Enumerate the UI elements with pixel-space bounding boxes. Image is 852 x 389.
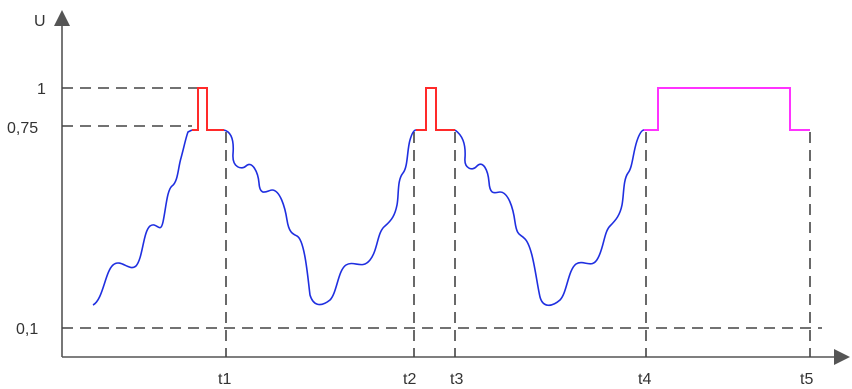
signal-segment-3 [454, 129, 645, 307]
level-01-label: 0,1 [16, 321, 38, 338]
level-075-label: 0,75 [7, 120, 38, 137]
t3-label: t3 [450, 371, 463, 388]
signal-segment-1 [92, 129, 193, 306]
pulse-short-1 [192, 87, 224, 131]
t4-label: t4 [638, 371, 651, 388]
t5-label: t5 [800, 371, 813, 388]
pulse-short-2 [416, 87, 455, 131]
y-axis-label: U [34, 13, 46, 30]
pulse-long [644, 87, 810, 131]
signal-segment-2 [223, 129, 417, 306]
t1-label: t1 [218, 371, 231, 388]
t2-label: t2 [403, 371, 416, 388]
level-1-label: 1 [37, 81, 46, 98]
